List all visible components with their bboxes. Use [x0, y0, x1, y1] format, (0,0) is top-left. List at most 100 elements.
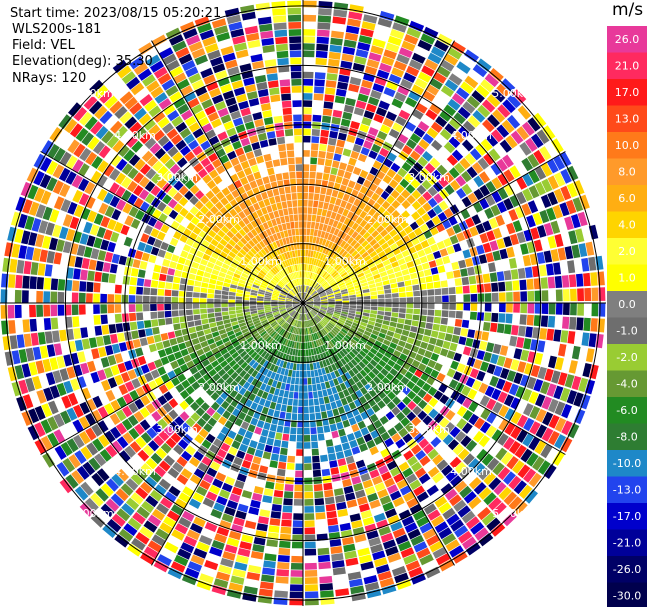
velocity-cell: [319, 278, 325, 284]
velocity-cell: [402, 467, 414, 478]
velocity-cell: [274, 29, 288, 38]
velocity-cell: [258, 348, 265, 356]
velocity-cell: [348, 312, 356, 317]
velocity-cell: [509, 233, 519, 246]
velocity-cell: [195, 396, 205, 407]
velocity-cell: [478, 382, 489, 394]
velocity-cell: [221, 295, 229, 300]
velocity-cell: [304, 271, 307, 278]
velocity-cell: [248, 260, 256, 268]
velocity-cell: [265, 546, 278, 555]
velocity-cell: [332, 287, 340, 292]
velocity-cell: [98, 392, 110, 405]
velocity-cell: [221, 311, 229, 316]
velocity-cell: [305, 313, 308, 321]
velocity-cell: [297, 335, 300, 342]
velocity-cell: [485, 181, 497, 193]
velocity-cell: [479, 171, 491, 184]
velocity-cell: [48, 400, 59, 415]
velocity-cell: [492, 415, 504, 428]
velocity-cell: [230, 284, 238, 289]
velocity-cell: [253, 245, 260, 253]
velocity-cell: [340, 155, 350, 164]
velocity-cell: [472, 201, 483, 213]
velocity-cell: [100, 216, 111, 228]
velocity-cell: [311, 309, 318, 314]
velocity-cell: [272, 233, 279, 241]
velocity-cell: [242, 225, 250, 234]
velocity-cell: [386, 251, 395, 259]
velocity-cell: [541, 290, 549, 302]
velocity-cell: [456, 344, 465, 354]
velocity-cell: [288, 309, 295, 315]
velocity-cell: [395, 345, 404, 353]
velocity-cell: [591, 287, 599, 301]
velocity-cell: [515, 161, 527, 175]
velocity-cell: [228, 299, 235, 303]
velocity-cell: [361, 282, 368, 287]
velocity-cell: [435, 553, 451, 566]
velocity-cell: [253, 171, 262, 180]
velocity-cell: [350, 204, 358, 213]
velocity-cell: [306, 305, 312, 310]
velocity-cell: [359, 219, 368, 228]
velocity-cell: [228, 291, 236, 296]
velocity-cell: [333, 289, 340, 293]
velocity-cell: [284, 260, 289, 267]
velocity-cell: [207, 417, 217, 427]
velocity-cell: [329, 320, 336, 326]
velocity-cell: [45, 372, 56, 386]
velocity-cell: [289, 348, 294, 356]
velocity-cell: [228, 239, 237, 247]
velocity-cell: [501, 78, 516, 93]
velocity-cell: [521, 388, 533, 402]
velocity-cell: [432, 546, 448, 559]
velocity-cell: [278, 72, 290, 80]
velocity-cell: [265, 311, 273, 316]
velocity-cell: [71, 159, 84, 173]
velocity-cell: [341, 311, 349, 315]
velocity-cell: [248, 359, 256, 367]
velocity-cell: [303, 93, 313, 100]
velocity-cell: [156, 503, 169, 515]
velocity-cell: [295, 279, 299, 286]
velocity-cell: [520, 291, 528, 302]
velocity-cell: [265, 274, 273, 280]
velocity-cell: [263, 278, 270, 284]
velocity-cell: [496, 83, 511, 98]
velocity-cell: [363, 303, 371, 307]
velocity-cell: [206, 467, 218, 478]
velocity-cell: [327, 276, 334, 283]
velocity-cell: [221, 372, 230, 381]
velocity-cell: [275, 576, 289, 584]
velocity-cell: [488, 148, 501, 162]
velocity-cell: [220, 442, 231, 452]
velocity-cell: [279, 454, 287, 463]
velocity-cell: [103, 367, 114, 379]
velocity-cell: [195, 386, 205, 396]
velocity-cell: [264, 324, 271, 331]
velocity-cell: [491, 191, 502, 203]
velocity-cell: [334, 294, 342, 298]
velocity-cell: [513, 348, 523, 360]
velocity-cell: [386, 330, 395, 337]
velocity-cell: [126, 76, 141, 90]
velocity-cell: [137, 241, 146, 252]
velocity-cell: [423, 404, 433, 414]
velocity-cell: [406, 380, 416, 390]
velocity-cell: [287, 455, 295, 463]
velocity-cell: [376, 336, 385, 343]
velocity-cell: [520, 374, 530, 387]
velocity-cell: [163, 391, 174, 402]
velocity-cell: [226, 368, 235, 376]
velocity-cell: [214, 294, 222, 299]
velocity-cell: [377, 290, 385, 295]
velocity-cell: [305, 278, 308, 286]
velocity-cell: [329, 268, 336, 275]
velocity-cell: [402, 144, 413, 155]
velocity-cell: [139, 526, 154, 539]
velocity-cell: [303, 292, 305, 299]
velocity-cell: [575, 228, 585, 243]
velocity-cell: [285, 301, 292, 303]
velocity-cell: [297, 420, 303, 428]
